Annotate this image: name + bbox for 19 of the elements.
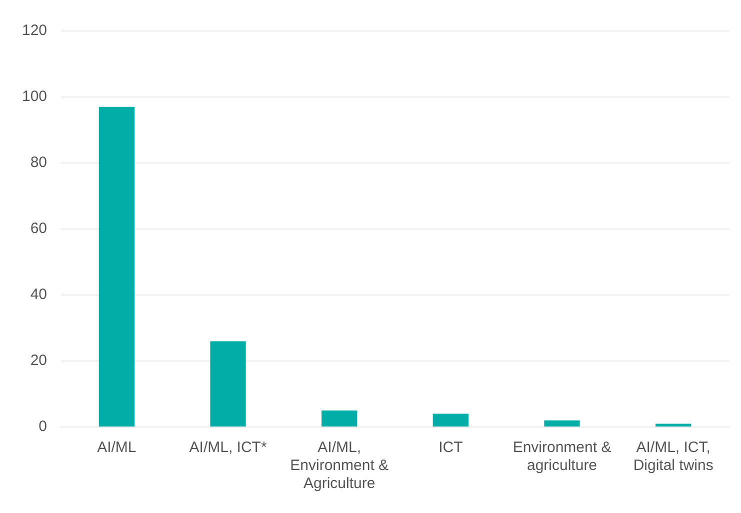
bar (544, 420, 580, 426)
y-tick-label: 40 (30, 286, 48, 304)
x-tick-label: AI/ML, ICT, Digital twins (633, 439, 714, 474)
x-tick-label: Environment & agriculture (512, 439, 612, 474)
y-tick-label: 80 (30, 154, 48, 172)
bar (656, 424, 692, 426)
x-tick-label: AI/ML, Environment & Agriculture (290, 439, 389, 492)
x-tick-label: AI/ML, ICT* (189, 439, 267, 456)
y-tick-label: 120 (22, 22, 48, 40)
x-tick-label: AI/ML (97, 439, 136, 456)
bar (432, 414, 468, 426)
bar (322, 410, 358, 426)
bar (98, 106, 135, 426)
bar (210, 341, 246, 426)
y-tick-label: 20 (30, 352, 48, 370)
y-tick-label: 60 (30, 220, 48, 238)
x-tick-label: ICT (438, 439, 463, 456)
y-tick-label: 0 (38, 418, 48, 436)
y-tick-label: 100 (22, 88, 48, 106)
